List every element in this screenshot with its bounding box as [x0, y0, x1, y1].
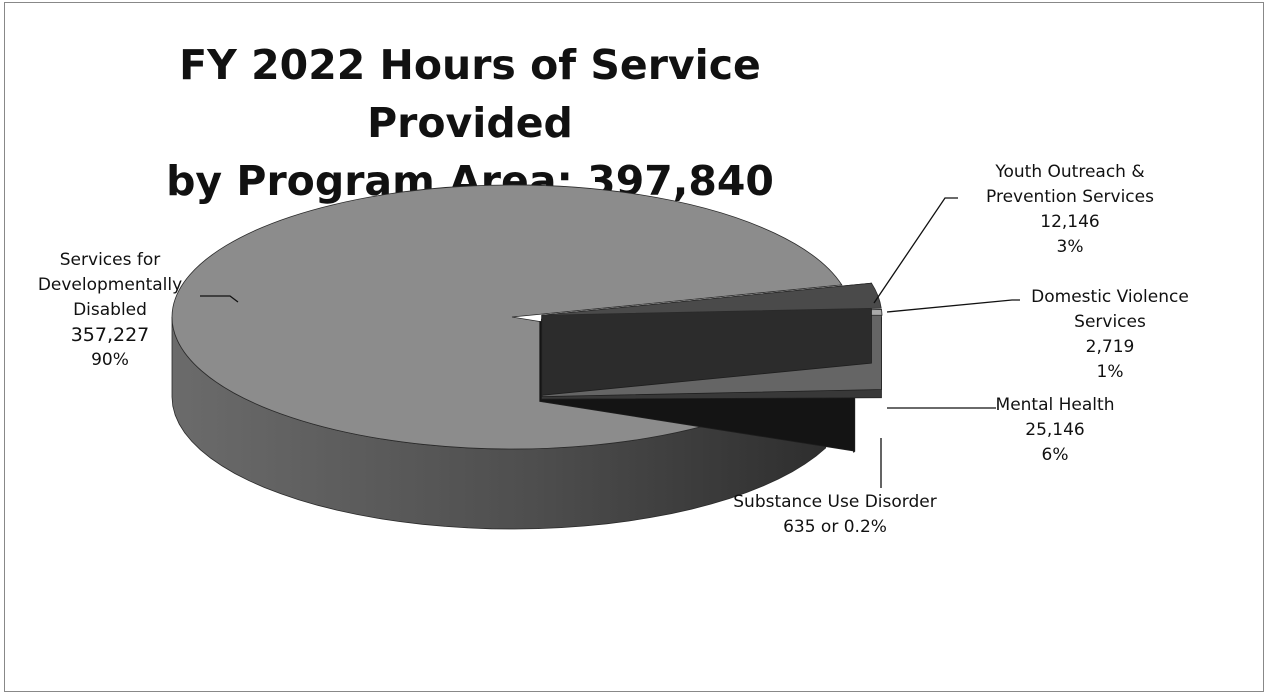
leader-line-developmentally-disabled: [200, 295, 239, 303]
slice-value-label: 12,146: [1040, 212, 1100, 232]
slice-label-text: Services: [1074, 312, 1146, 332]
pie-slice-1: [541, 282, 882, 396]
slice-value-label: 25,146: [1025, 420, 1085, 440]
slice-percent-label: 3%: [1056, 237, 1084, 257]
slice-label-text: Domestic Violence: [1031, 287, 1189, 307]
slice-label-text: Prevention Services: [986, 187, 1154, 207]
slice-percent-label: 1%: [1096, 362, 1124, 382]
slice-label-domestic-violence: Domestic Violence Services 2,719 1%: [1010, 285, 1210, 385]
slice-value-label: 2,719: [1085, 337, 1135, 357]
slice-label-youth-outreach: Youth Outreach & Prevention Services 12,…: [950, 160, 1190, 260]
chart-title: FY 2022 Hours of Service Provided by Pro…: [110, 36, 830, 210]
slice-label-developmentally-disabled: Services for Developmentally Disabled 35…: [10, 248, 210, 373]
slice-label-text: Disabled: [73, 300, 147, 320]
slice-top-face: [541, 282, 882, 316]
slice-label-text: 635 or 0.2%: [783, 517, 887, 537]
leader-line-youth-outreach: [873, 197, 958, 304]
slice-label-text: Substance Use Disorder: [733, 492, 937, 512]
slice-percent-label: 90%: [91, 350, 129, 370]
slice-label-text: Developmentally: [37, 275, 183, 295]
slice-label-text: Services for: [59, 250, 161, 270]
chart-title-line: FY 2022 Hours of Service Provided: [179, 41, 761, 147]
slice-label-text: Youth Outreach &: [995, 162, 1145, 182]
slice-percent-label: 6%: [1041, 445, 1069, 465]
slice-label-mental-health: Mental Health 25,146 6%: [980, 393, 1130, 468]
slice-label-substance-use: Substance Use Disorder 635 or 0.2%: [715, 490, 955, 540]
leader-line-domestic-violence: [886, 299, 1020, 313]
slice-label-text: Mental Health: [995, 395, 1115, 415]
slice-value-label: 357,227: [70, 324, 150, 346]
